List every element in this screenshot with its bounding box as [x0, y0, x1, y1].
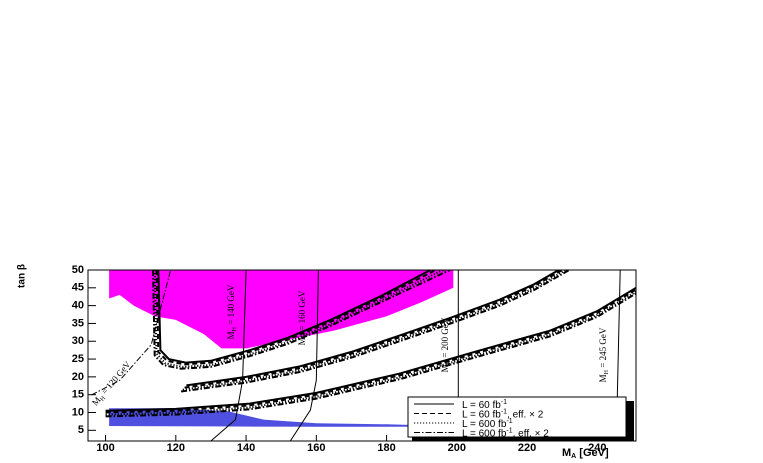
x-tick-label: 220: [518, 442, 536, 454]
x-tick-label: 120: [167, 442, 185, 454]
legend: L = 60 fb-1L = 60 fb-1, eff. × 2L = 600 …: [407, 396, 634, 441]
legend-label: L = 60 fb-1, eff. × 2: [462, 408, 544, 420]
y-tick-label: 30: [72, 335, 84, 347]
label-main: M: [226, 331, 236, 339]
region: [109, 270, 454, 349]
y-tick-label: 50: [72, 264, 84, 276]
contour-line: [105, 270, 636, 414]
label-sub: H: [100, 395, 108, 403]
y-tick-label: 45: [72, 282, 84, 294]
y-tick-label: 25: [72, 353, 84, 365]
label-rest: = 140 GeV: [226, 284, 236, 327]
label-sub: H: [604, 369, 610, 374]
x-tick-label: 140: [237, 442, 255, 454]
isomass-label: MH = 200 GeV: [440, 317, 452, 372]
x-label-rest: [GeV]: [576, 447, 609, 459]
y-axis-label: tan β: [17, 264, 28, 288]
x-tick-label: 100: [96, 442, 114, 454]
legend-label: L = 600 fb-1, eff. × 2: [462, 427, 549, 439]
y-tick-label: 20: [72, 371, 84, 383]
legend-rest: , eff. × 2: [507, 409, 544, 420]
label-rest: = 120 GeV: [98, 359, 133, 398]
y-tick-label: 15: [72, 389, 84, 401]
isomass-label: MH = 245 GeV: [598, 327, 610, 382]
legend-main: L = 60 fb: [462, 400, 501, 411]
isomass-line: [91, 270, 172, 396]
isomass-label: MH = 160 GeV: [297, 290, 309, 345]
label-sub: H: [446, 359, 452, 364]
isomass-label: MH = 140 GeV: [226, 284, 238, 339]
label-rest: = 200 GeV: [440, 317, 450, 360]
isomass-line: [210, 270, 247, 441]
label-rest: = 245 GeV: [598, 327, 608, 370]
label-rest: = 160 GeV: [297, 290, 307, 333]
x-axis-label: MA [GeV]: [562, 447, 609, 460]
y-tick-label: 5: [78, 424, 84, 436]
label-sub: H: [232, 326, 238, 331]
legend-label: L = 600 fb-1: [462, 418, 513, 430]
y-tick-label: 40: [72, 300, 84, 312]
label-sub: H: [303, 332, 309, 337]
label-main: M: [598, 374, 608, 382]
legend-main: L = 60 fb: [462, 409, 501, 420]
legend-rest: , eff. × 2: [513, 428, 550, 439]
legend-sup: -1: [501, 399, 507, 406]
x-label-sub: A: [571, 453, 576, 460]
x-tick-label: 240: [588, 442, 606, 454]
legend-box: [407, 396, 627, 438]
legend-label: L = 60 fb-1: [462, 399, 507, 411]
contour-line: [105, 270, 636, 416]
y-tick-label: 35: [72, 317, 84, 329]
x-tick-label: 200: [448, 442, 466, 454]
contour-line: [105, 270, 636, 418]
contour-line: [105, 270, 636, 412]
legend-sup: -1: [501, 408, 507, 415]
y-tick-label: 10: [72, 406, 84, 418]
isomass-label: MH = 120 GeV: [90, 359, 135, 409]
legend-sup: -1: [506, 427, 512, 434]
legend-main: L = 600 fb: [462, 419, 507, 430]
legend-sup: -1: [506, 418, 512, 425]
x-tick-label: 180: [377, 442, 395, 454]
label-main: M: [440, 364, 450, 372]
x-tick-label: 160: [307, 442, 325, 454]
data-layer: [91, 270, 636, 441]
frame: [87, 269, 637, 442]
x-label-main: M: [562, 447, 571, 459]
label-main: M: [297, 337, 307, 345]
legend-main: L = 600 fb: [462, 428, 507, 439]
